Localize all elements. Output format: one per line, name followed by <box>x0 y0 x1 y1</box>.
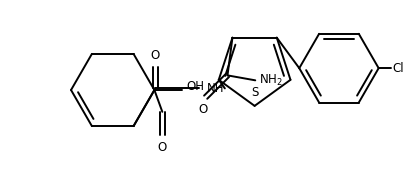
Text: Cl: Cl <box>391 62 403 75</box>
Text: O: O <box>151 49 160 62</box>
Text: O: O <box>198 103 207 116</box>
Text: O: O <box>157 141 166 154</box>
Text: OH: OH <box>186 80 204 93</box>
Text: S: S <box>250 86 258 99</box>
Text: NH$_2$: NH$_2$ <box>258 73 282 88</box>
Text: NH: NH <box>207 82 224 95</box>
